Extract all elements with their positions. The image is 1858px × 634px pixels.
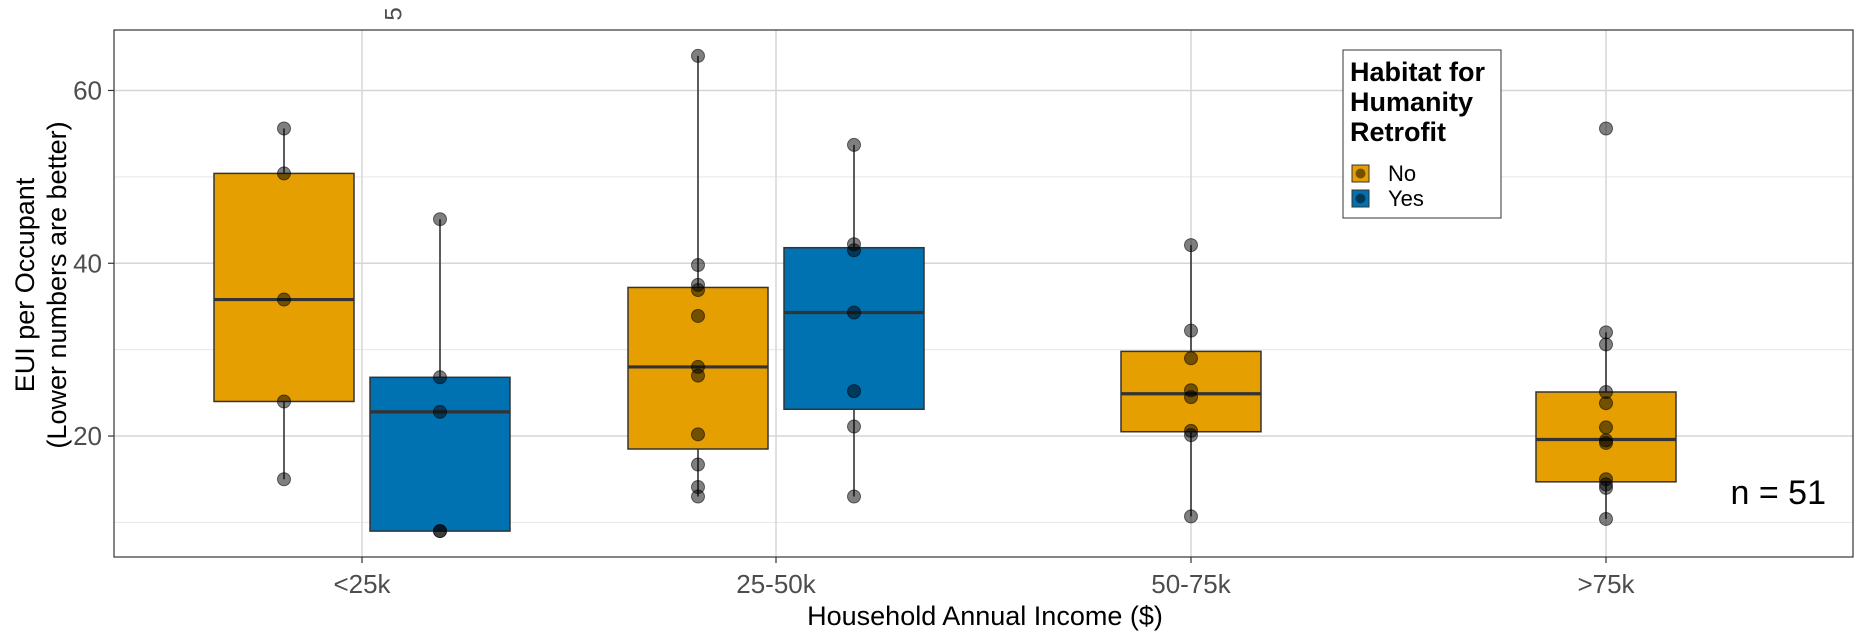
data-point [1599, 435, 1613, 450]
legend-title-line2: Humanity [1350, 87, 1473, 117]
x-tick-label: 50-75k [1151, 569, 1231, 599]
data-point [847, 137, 861, 152]
box-body [213, 172, 355, 403]
legend-label-yes: Yes [1388, 186, 1424, 211]
data-point [433, 212, 447, 227]
legend-key-no-dot [1355, 168, 1366, 179]
y-axis-title-line2: (Lower numbers are better) [42, 121, 72, 448]
stray-label-5: 5 [381, 7, 408, 20]
data-point [847, 419, 861, 434]
data-point [691, 368, 705, 383]
y-tick-label: 40 [73, 248, 102, 278]
data-point [1599, 396, 1613, 411]
data-point [1599, 420, 1613, 435]
data-point [433, 370, 447, 385]
data-point [1184, 238, 1198, 253]
data-point [691, 489, 705, 504]
legend-entry-yes: Yes [1351, 186, 1424, 211]
panel-border [113, 29, 1854, 558]
y-axis-ticks: 20 40 60 [73, 75, 114, 451]
data-point [1599, 325, 1613, 340]
data-point [691, 308, 705, 323]
data-point [277, 166, 291, 181]
data-point [277, 472, 291, 487]
data-point [691, 257, 705, 272]
data-point [691, 427, 705, 442]
legend: Habitat for Humanity Retrofit No Yes [1342, 49, 1502, 219]
legend-title-line1: Habitat for [1350, 57, 1485, 87]
legend-label-no: No [1388, 161, 1416, 186]
x-tick-label: <25k [333, 569, 391, 599]
points-layer [277, 48, 1613, 539]
data-point [847, 243, 861, 258]
data-point [433, 404, 447, 419]
data-point [277, 394, 291, 409]
legend-key-yes-dot [1355, 193, 1366, 204]
data-point [1184, 323, 1198, 338]
y-tick-label: 20 [73, 421, 102, 451]
legend-title-line3: Retrofit [1350, 117, 1446, 147]
y-tick-label: 60 [73, 75, 102, 105]
data-point [1599, 480, 1613, 495]
data-point [433, 524, 447, 539]
data-point [847, 384, 861, 399]
y-axis-title-line1: EUI per Occupant [10, 177, 40, 392]
data-point [1599, 511, 1613, 526]
data-point [1599, 337, 1613, 352]
x-tick-label: >75k [1577, 569, 1635, 599]
data-point [277, 121, 291, 136]
data-point [277, 292, 291, 307]
data-point [847, 489, 861, 504]
box-25k-no [213, 128, 355, 480]
box-body [783, 246, 925, 411]
data-point [691, 283, 705, 298]
data-point [1184, 390, 1198, 405]
data-point [847, 305, 861, 320]
data-point [1599, 121, 1613, 136]
x-axis-title: Household Annual Income ($) [807, 601, 1163, 631]
x-tick-label: 25-50k [736, 569, 816, 599]
data-point [1184, 509, 1198, 524]
sample-size-annotation: n = 51 [1731, 474, 1826, 512]
x-axis-ticks: <25k 25-50k 50-75k >75k [333, 557, 1636, 599]
data-point [1184, 428, 1198, 443]
legend-entry-no: No [1351, 161, 1416, 186]
data-point [1184, 351, 1198, 366]
box-body [369, 376, 511, 532]
data-point [691, 457, 705, 472]
data-point [691, 48, 705, 63]
